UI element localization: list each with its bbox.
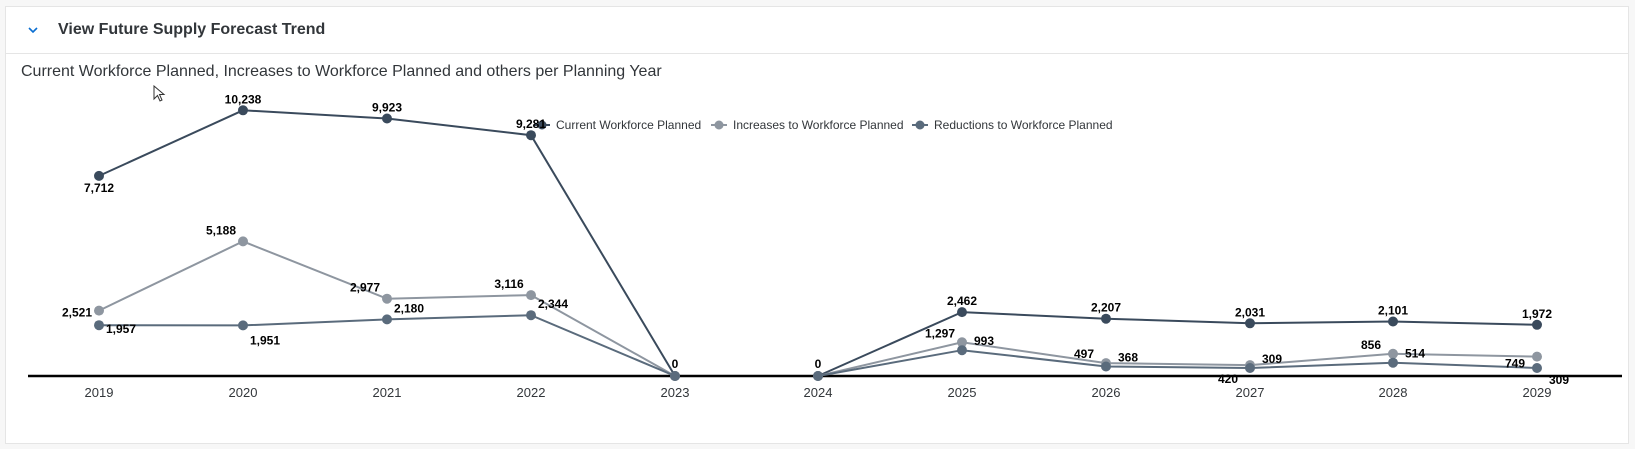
legend-label-0[interactable]: Current Workforce Planned	[556, 118, 701, 132]
chevron-down-icon[interactable]	[24, 21, 42, 39]
data-point[interactable]	[670, 371, 680, 381]
data-label: 0	[672, 357, 679, 371]
legend-marker-0[interactable]	[537, 120, 547, 130]
panel-header[interactable]: View Future Supply Forecast Trend	[6, 7, 1628, 54]
legend-label-1[interactable]: Increases to Workforce Planned	[733, 118, 904, 132]
data-label: 497	[1074, 347, 1094, 361]
data-label: 309	[1549, 373, 1569, 387]
series-line-1-1	[817, 341, 1538, 377]
data-label: 9,923	[372, 101, 402, 115]
data-label: 1,951	[250, 333, 280, 347]
data-point[interactable]	[1532, 319, 1542, 330]
data-label: 9,281	[516, 117, 546, 131]
data-point[interactable]	[94, 320, 104, 331]
series-line-1-0	[98, 240, 676, 377]
data-point[interactable]	[1101, 361, 1111, 372]
data-label: 420	[1218, 372, 1238, 386]
x-tick-label: 2022	[517, 385, 546, 400]
data-label: 2,101	[1378, 304, 1408, 318]
forecast-panel: View Future Supply Forecast Trend Curren…	[5, 6, 1629, 444]
data-label: 1,972	[1522, 307, 1552, 321]
legend-marker-2[interactable]	[915, 120, 925, 130]
data-point[interactable]	[238, 105, 248, 116]
data-label: 0	[815, 357, 822, 371]
data-label: 2,521	[62, 306, 92, 320]
data-label: 1,297	[925, 326, 955, 340]
data-point[interactable]	[526, 290, 536, 301]
x-tick-label: 2024	[804, 385, 833, 400]
data-label: 7,712	[84, 181, 114, 195]
data-label: 856	[1361, 338, 1381, 352]
data-point[interactable]	[526, 130, 536, 141]
data-point[interactable]	[94, 170, 104, 181]
data-point[interactable]	[238, 236, 248, 247]
series-line-0-1	[817, 311, 1538, 377]
data-label: 1,957	[106, 322, 136, 336]
data-label: 309	[1262, 352, 1282, 366]
data-point[interactable]	[94, 305, 104, 316]
x-tick-label: 2021	[373, 385, 402, 400]
series-line-0-0	[98, 109, 676, 377]
data-point[interactable]	[1101, 313, 1111, 324]
x-tick-label: 2026	[1092, 385, 1121, 400]
data-point[interactable]	[813, 371, 823, 381]
data-label: 2,180	[394, 301, 424, 315]
data-label: 10,238	[225, 92, 262, 106]
data-label: 3,116	[494, 277, 524, 291]
data-label: 2,462	[947, 294, 977, 308]
mouse-cursor-icon	[153, 85, 166, 102]
data-point[interactable]	[957, 307, 967, 318]
data-label: 749	[1505, 357, 1525, 371]
data-point[interactable]	[238, 320, 248, 331]
data-point[interactable]	[526, 310, 536, 321]
data-point[interactable]	[1532, 351, 1542, 362]
data-point[interactable]	[957, 337, 967, 348]
x-tick-label: 2028	[1379, 385, 1408, 400]
x-tick-label: 2019	[85, 385, 114, 400]
data-label: 993	[974, 334, 994, 348]
series-line-2-1	[817, 349, 1538, 377]
chart-subtitle: Current Workforce Planned, Increases to …	[21, 63, 662, 80]
data-point[interactable]	[957, 345, 967, 356]
data-point[interactable]	[1532, 363, 1542, 373]
data-label: 514	[1405, 347, 1425, 361]
data-label: 5,188	[206, 223, 236, 237]
legend-label-2[interactable]: Reductions to Workforce Planned	[934, 118, 1113, 132]
data-label: 2,207	[1091, 301, 1121, 315]
data-point[interactable]	[1245, 363, 1255, 373]
data-point[interactable]	[1245, 318, 1255, 329]
data-point[interactable]	[1388, 357, 1398, 368]
x-tick-label: 2027	[1236, 385, 1265, 400]
data-point[interactable]	[1388, 316, 1398, 327]
data-point[interactable]	[382, 113, 392, 124]
x-tick-label: 2023	[661, 385, 690, 400]
x-tick-label: 2029	[1523, 385, 1552, 400]
data-label: 368	[1118, 351, 1138, 365]
data-label: 2,344	[538, 297, 568, 311]
data-point[interactable]	[382, 314, 392, 325]
data-label: 2,031	[1235, 305, 1265, 319]
panel-title: View Future Supply Forecast Trend	[58, 21, 326, 38]
x-tick-label: 2025	[948, 385, 977, 400]
legend-marker-1[interactable]	[714, 120, 724, 130]
data-point[interactable]	[1388, 348, 1398, 359]
data-point[interactable]	[382, 293, 392, 304]
data-label: 2,977	[350, 281, 380, 295]
x-tick-label: 2020	[229, 385, 258, 400]
